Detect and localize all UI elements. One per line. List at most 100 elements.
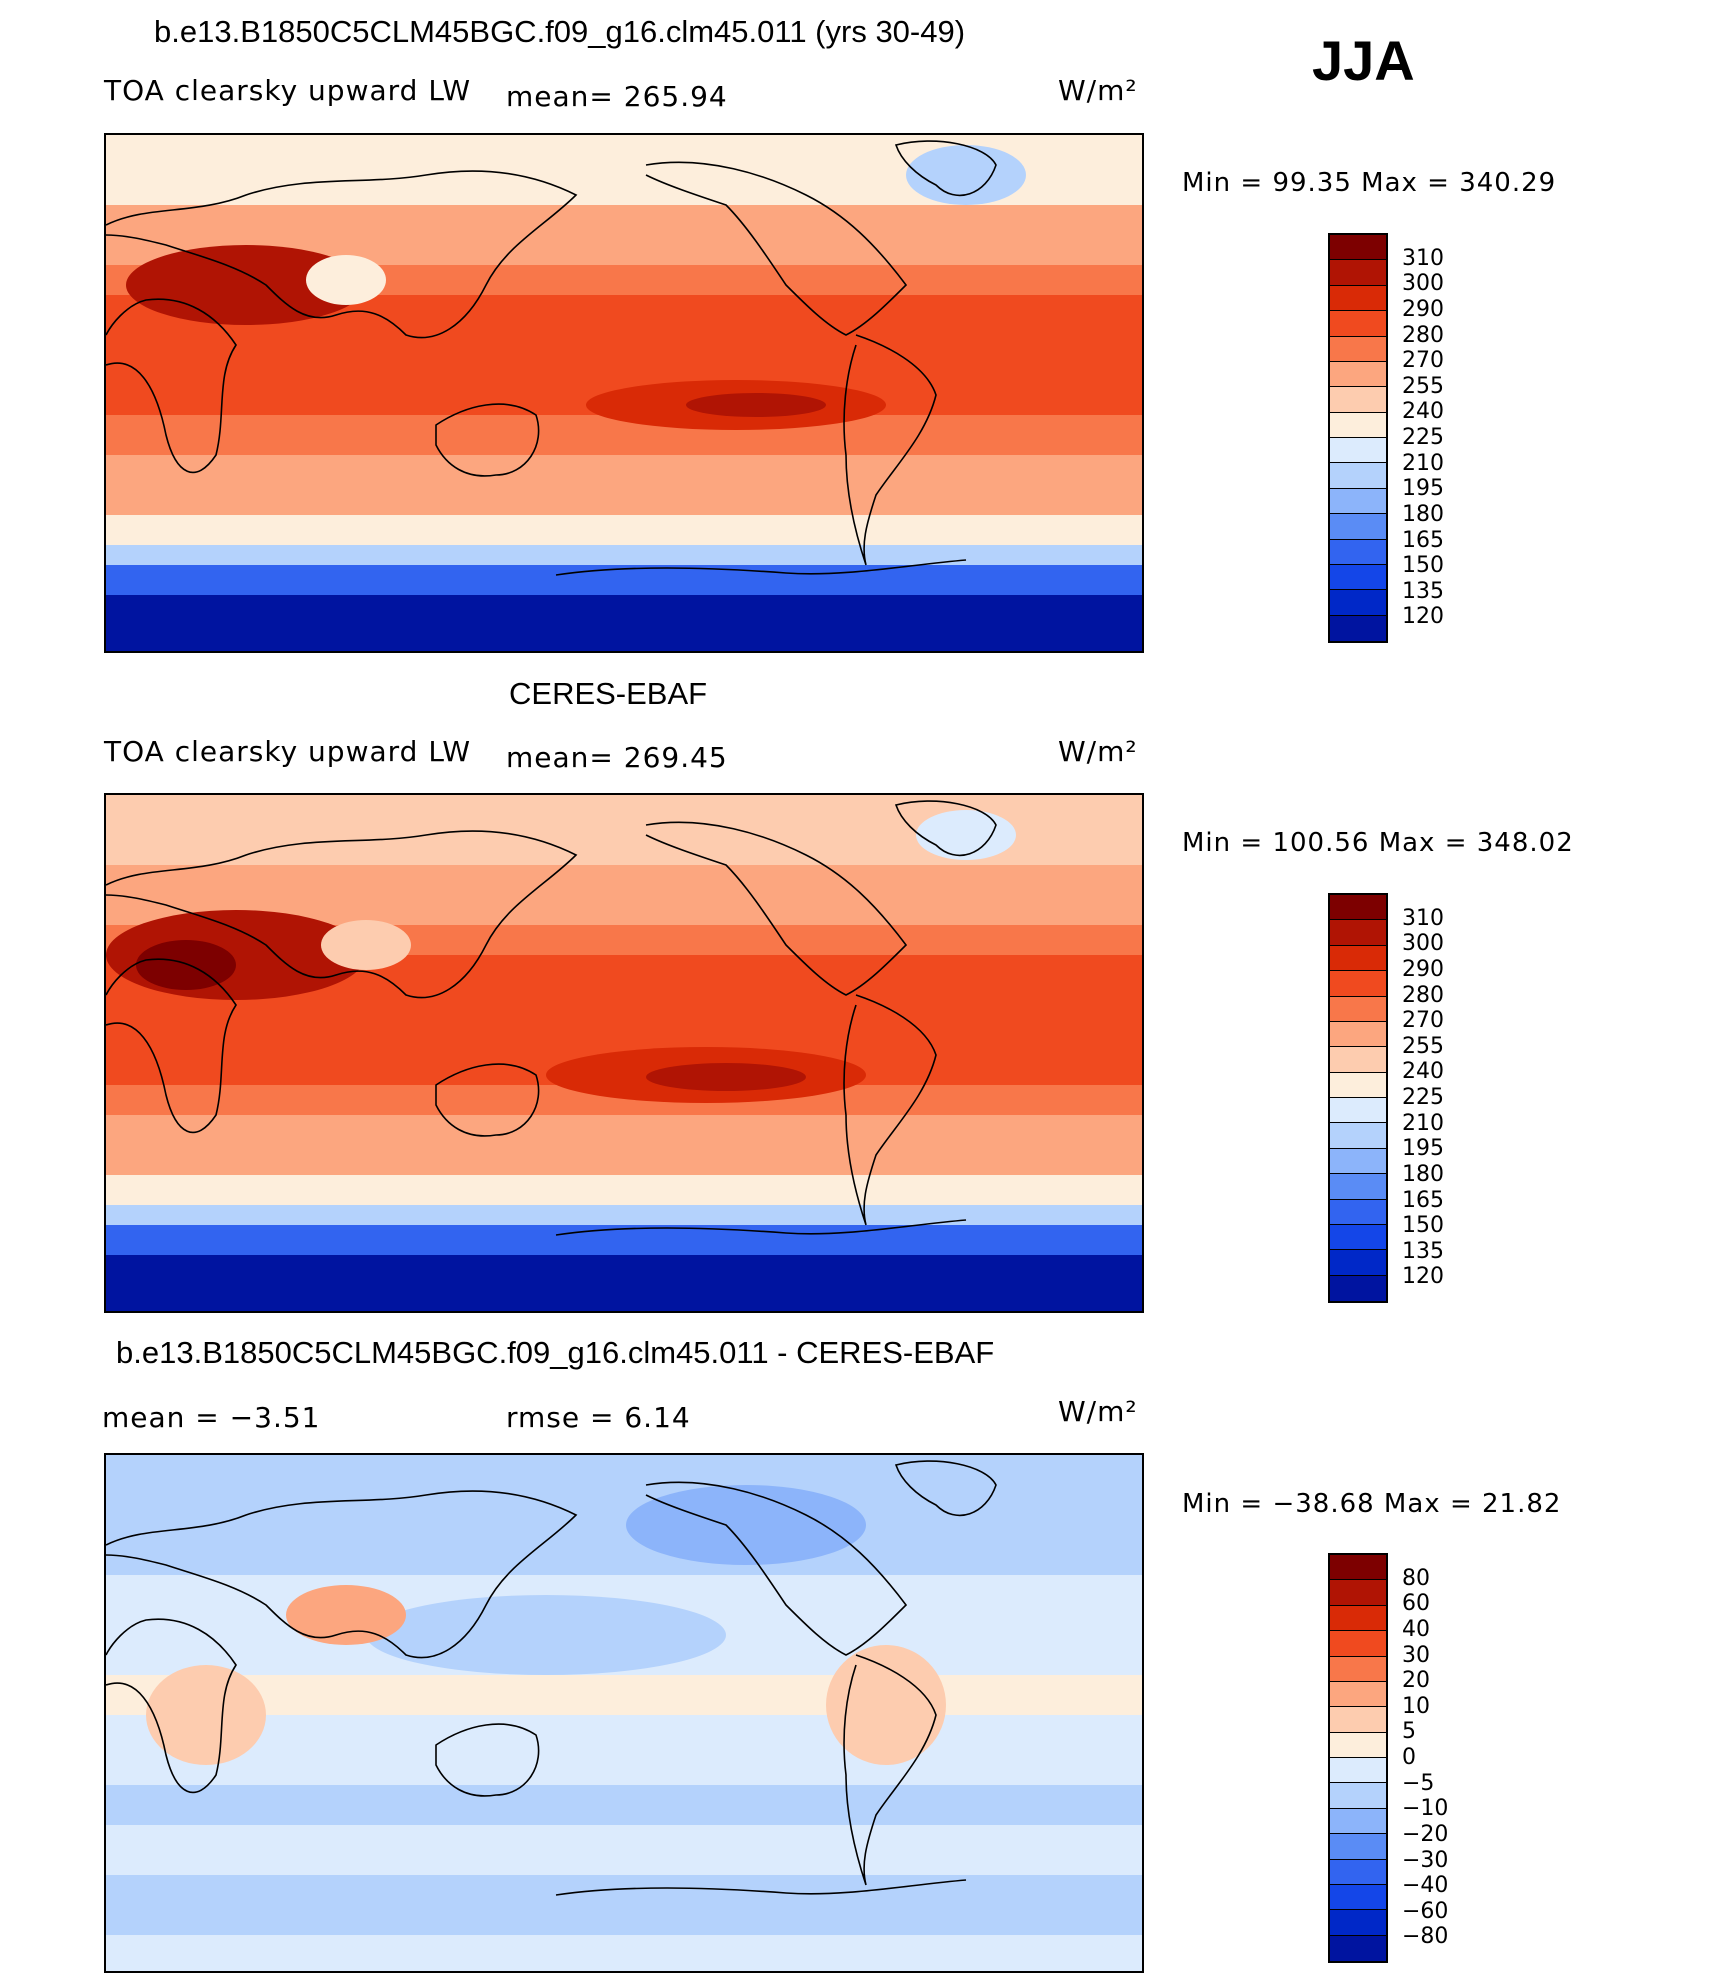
warm-pool-core	[646, 1063, 806, 1091]
colorbar-swatch	[1330, 336, 1386, 362]
colorbar-swatch	[1330, 1275, 1386, 1301]
panel2-map	[104, 793, 1144, 1313]
colorbar-tick-label: 280	[1402, 322, 1444, 348]
panel2-colorbar	[1328, 893, 1388, 1303]
panel2-minmax: Min = 100.56 Max = 348.02	[1182, 828, 1574, 858]
eurasia-coast	[106, 830, 578, 999]
colorbar-swatch	[1330, 1910, 1386, 1936]
colorbar-tick-label: 195	[1402, 476, 1444, 502]
colorbar-tick-label: 30	[1402, 1642, 1430, 1668]
coastlines	[106, 140, 997, 576]
colorbar-tick-label: 0	[1402, 1745, 1416, 1770]
panel1-units-label: W/m²	[1058, 74, 1138, 107]
colorbar-tick-label: 135	[1402, 1238, 1444, 1264]
colorbar-swatch	[1330, 1859, 1386, 1885]
colorbar-tick-label: 20	[1402, 1668, 1430, 1694]
colorbar-swatch	[1330, 438, 1386, 464]
panel3-mean-label: mean = −3.51	[102, 1401, 321, 1434]
arctic-negative	[626, 1485, 866, 1565]
antarctic-band	[106, 1935, 1142, 1971]
southern-ocean-band	[106, 1875, 1142, 1935]
amazon-positive	[826, 1645, 946, 1765]
greenland-coast	[894, 800, 997, 857]
colorbar-swatch	[1330, 945, 1386, 972]
colorbar-tick-label: 310	[1402, 245, 1444, 271]
panel3-rmse-label: rmse = 6.14	[506, 1401, 691, 1434]
colorbar-tick-label: 290	[1402, 956, 1444, 982]
colorbar-swatch	[1330, 971, 1386, 997]
colorbar-swatch	[1330, 1656, 1386, 1682]
colorbar-swatch	[1330, 539, 1386, 565]
colorbar-swatch	[1330, 895, 1386, 921]
southern-cold-band	[106, 565, 1142, 595]
colorbar-tick-label: −80	[1402, 1924, 1449, 1950]
colorbar-swatch	[1330, 412, 1386, 438]
panel3-title: b.e13.B1850C5CLM45BGC.f09_g16.clm45.011 …	[116, 1335, 995, 1370]
colorbar-swatch	[1330, 1935, 1386, 1961]
panel2-units-label: W/m²	[1058, 735, 1138, 768]
panel2-mean-label: mean= 269.45	[506, 741, 728, 774]
panel3-map	[104, 1453, 1144, 1973]
sahara-hotspot	[126, 245, 366, 325]
coastlines	[106, 800, 997, 1236]
australia-coast	[435, 403, 540, 477]
colorbar-swatch	[1330, 1884, 1386, 1911]
northern-negative-band	[106, 1455, 1142, 1575]
colorbar-swatch	[1330, 1199, 1386, 1225]
south-america-coast	[843, 1654, 937, 1886]
colorbar-tick-label: 80	[1402, 1565, 1430, 1591]
panel3-colorbar	[1328, 1553, 1388, 1963]
colorbar-swatch	[1330, 285, 1386, 312]
colorbar-swatch	[1330, 1098, 1386, 1124]
colorbar-swatch	[1330, 1148, 1386, 1175]
africa-coast	[106, 1618, 237, 1794]
north-america-coast	[645, 821, 908, 996]
colorbar-swatch	[1330, 1783, 1386, 1809]
southern-transition-band	[106, 515, 1142, 545]
eurasia-coast	[106, 170, 578, 339]
north-america-coast	[645, 161, 908, 336]
colorbar-swatch	[1330, 1580, 1386, 1606]
colorbar-tick-label: 60	[1402, 1591, 1430, 1617]
colorbar-tick-label: −20	[1402, 1821, 1449, 1847]
colorbar-tick-label: 180	[1402, 501, 1444, 527]
colorbar-tick-label: 255	[1402, 1033, 1444, 1059]
colorbar-tick-label: 195	[1402, 1136, 1444, 1162]
greenland-cold	[906, 145, 1026, 205]
colorbar-tick-label: 240	[1402, 399, 1444, 425]
colorbar-swatch	[1330, 1732, 1386, 1758]
season-label: JJA	[1312, 29, 1415, 92]
antarctic-band	[106, 1255, 1142, 1311]
colorbar-tick-label: −10	[1402, 1796, 1449, 1822]
colorbar-tick-label: 280	[1402, 982, 1444, 1008]
colorbar-tick-label: 5	[1402, 1719, 1416, 1745]
coastlines	[106, 1460, 997, 1896]
australia-coast	[435, 1063, 540, 1137]
panel1-title: b.e13.B1850C5CLM45BGC.f09_g16.clm45.011 …	[154, 14, 966, 49]
colorbar-tick-label: 310	[1402, 905, 1444, 931]
colorbar-tick-label: 255	[1402, 373, 1444, 399]
equatorial-positive-band	[106, 1675, 1142, 1715]
colorbar-tick-label: 165	[1402, 527, 1444, 553]
africa-coast	[106, 958, 237, 1134]
colorbar-tick-label: 225	[1402, 425, 1444, 450]
colorbar-tick-label: 240	[1402, 1059, 1444, 1085]
colorbar-tick-label: −5	[1402, 1770, 1435, 1796]
colorbar-swatch	[1330, 1758, 1386, 1784]
panel1-colorbar	[1328, 233, 1388, 643]
colorbar-swatch	[1330, 1631, 1386, 1657]
colorbar-swatch	[1330, 1808, 1386, 1835]
colorbar-swatch	[1330, 488, 1386, 515]
colorbar-swatch	[1330, 514, 1386, 540]
eurasia-coast	[106, 1490, 578, 1659]
colorbar-tick-label: 180	[1402, 1161, 1444, 1187]
southern-negative-band	[106, 1785, 1142, 1825]
africa-positive	[146, 1665, 266, 1765]
colorbar-tick-label: 150	[1402, 1213, 1444, 1239]
colorbar-swatch	[1330, 235, 1386, 261]
colorbar-tick-label: 150	[1402, 553, 1444, 579]
colorbar-tick-label: −40	[1402, 1873, 1449, 1899]
warm-pool-core	[686, 393, 826, 417]
colorbar-tick-label: 10	[1402, 1693, 1430, 1719]
colorbar-tick-label: 135	[1402, 578, 1444, 604]
